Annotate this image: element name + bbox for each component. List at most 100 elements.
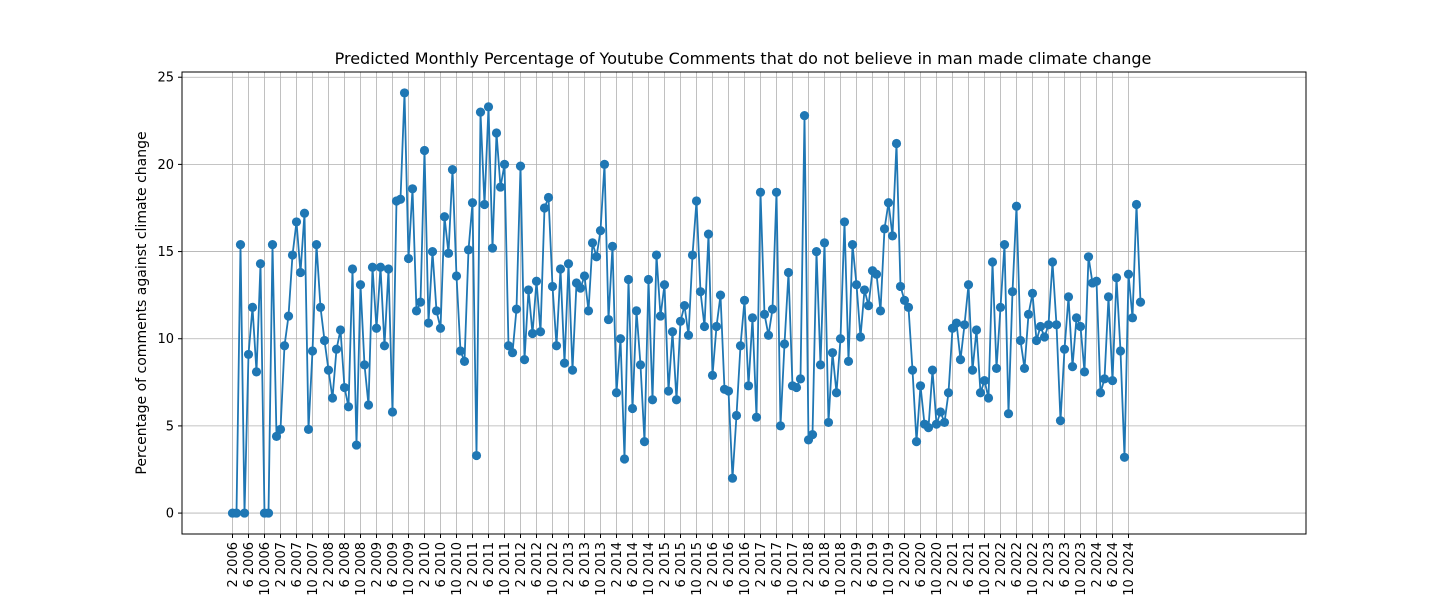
data-point xyxy=(815,360,826,370)
data-point xyxy=(679,301,690,311)
data-point xyxy=(739,295,750,305)
data-point xyxy=(263,508,274,518)
data-point xyxy=(415,297,426,307)
data-point xyxy=(727,473,738,483)
data-point xyxy=(931,419,942,429)
data-point xyxy=(399,88,410,98)
data-point xyxy=(995,302,1006,312)
data-point xyxy=(511,304,522,314)
data-point xyxy=(1019,363,1030,373)
x-tick-label: 10 2013 xyxy=(594,542,609,596)
series-layer xyxy=(227,88,1146,518)
data-point xyxy=(663,386,674,396)
x-tick-label: 6 2007 xyxy=(290,542,305,588)
x-tick-label: 2 2015 xyxy=(658,542,673,588)
data-point xyxy=(927,365,938,375)
data-point xyxy=(471,450,482,461)
data-point xyxy=(955,355,966,365)
data-point xyxy=(643,274,654,285)
data-point xyxy=(299,208,310,218)
data-point xyxy=(275,424,286,434)
data-point xyxy=(1083,252,1094,262)
data-point xyxy=(899,295,910,305)
data-point xyxy=(395,194,406,204)
data-point xyxy=(351,440,362,450)
data-point xyxy=(911,437,922,447)
data-point xyxy=(343,402,354,412)
data-point xyxy=(375,262,386,272)
data-point xyxy=(307,346,318,356)
x-tick-label: 6 2006 xyxy=(242,542,257,588)
data-point xyxy=(491,128,502,138)
data-point xyxy=(1111,273,1122,283)
x-tick-label: 2 2019 xyxy=(850,542,865,588)
data-point xyxy=(771,187,782,197)
data-point xyxy=(843,356,854,367)
data-point xyxy=(1027,288,1038,299)
chart-title: Predicted Monthly Percentage of Youtube … xyxy=(335,49,1152,68)
data-point xyxy=(639,437,650,447)
x-tick-label: 6 2014 xyxy=(626,542,641,588)
data-point xyxy=(243,349,254,360)
data-point xyxy=(239,508,250,518)
data-point xyxy=(1035,321,1046,332)
data-point xyxy=(1075,321,1086,332)
data-point xyxy=(603,314,614,325)
x-tick-label: 10 2019 xyxy=(882,542,897,596)
x-tick-label: 10 2012 xyxy=(546,542,561,596)
data-point xyxy=(855,332,866,342)
data-point xyxy=(1115,346,1126,356)
data-point xyxy=(827,348,838,358)
data-point xyxy=(879,224,890,234)
data-point xyxy=(623,274,634,285)
data-point xyxy=(1103,292,1114,302)
data-point xyxy=(543,192,554,203)
data-point xyxy=(567,365,578,375)
y-tick-label: 15 xyxy=(157,245,174,260)
data-point xyxy=(515,161,526,171)
data-point xyxy=(1047,257,1058,267)
grid-layer xyxy=(182,72,1306,534)
data-point xyxy=(1015,335,1026,346)
data-point xyxy=(607,241,618,251)
data-point xyxy=(267,239,278,250)
data-point xyxy=(851,280,862,290)
data-point xyxy=(895,281,906,292)
data-point xyxy=(971,325,982,335)
data-point xyxy=(507,348,518,358)
data-point xyxy=(335,325,346,335)
data-point xyxy=(883,198,894,208)
data-point xyxy=(951,318,962,328)
data-point xyxy=(427,246,438,257)
y-axis-label: Percentage of comments against climate c… xyxy=(134,131,150,474)
data-point xyxy=(615,334,626,344)
data-point xyxy=(979,375,990,386)
data-point xyxy=(587,238,598,248)
data-point xyxy=(283,311,294,321)
x-tick-label: 2 2020 xyxy=(898,542,913,588)
data-point xyxy=(383,264,394,274)
data-point xyxy=(711,321,722,332)
x-tick-label: 10 2023 xyxy=(1074,542,1089,596)
data-point xyxy=(247,302,258,312)
data-point xyxy=(871,269,882,279)
data-point xyxy=(755,187,766,197)
data-point xyxy=(683,330,694,340)
data-point xyxy=(983,393,994,403)
data-point xyxy=(743,381,754,391)
data-point xyxy=(991,363,1002,373)
data-point xyxy=(783,267,794,278)
y-tick-label: 10 xyxy=(157,332,174,347)
data-point xyxy=(527,328,538,339)
x-tick-label: 2 2024 xyxy=(1090,542,1105,588)
data-point xyxy=(347,264,358,274)
data-point xyxy=(631,306,642,316)
data-point xyxy=(291,217,302,227)
x-tick-label: 10 2011 xyxy=(498,542,513,596)
data-point xyxy=(1135,297,1146,307)
data-point xyxy=(595,226,606,236)
x-tick-label: 6 2009 xyxy=(386,542,401,588)
data-point xyxy=(1107,375,1118,386)
data-point xyxy=(551,341,562,351)
data-point xyxy=(1123,269,1134,279)
